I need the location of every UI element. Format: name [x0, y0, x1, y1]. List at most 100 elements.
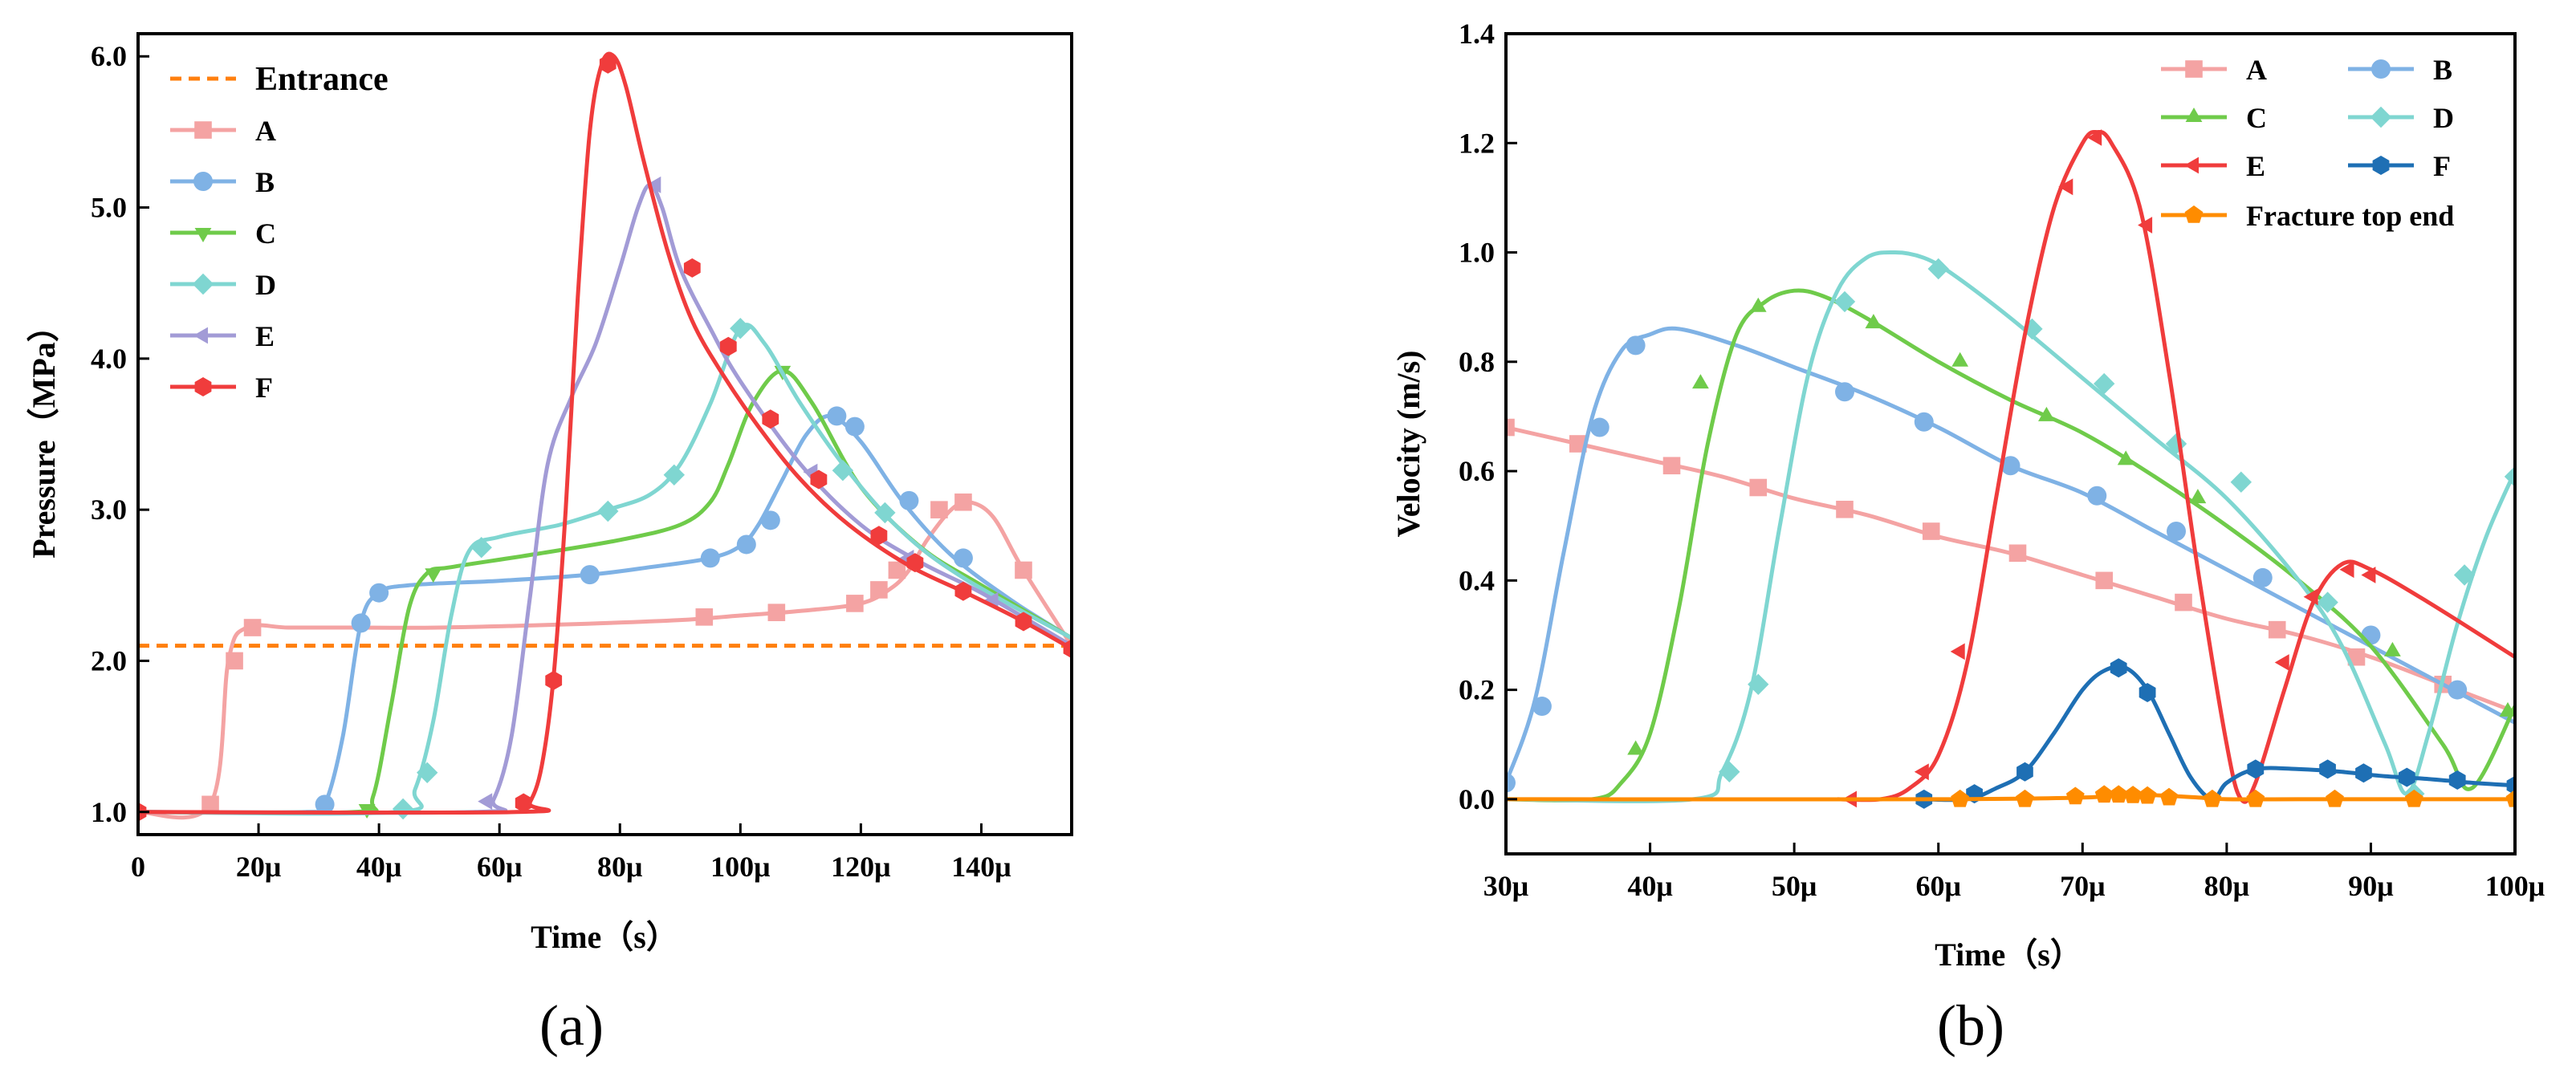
series-f-point	[1063, 639, 1072, 659]
series-f-point	[599, 54, 617, 74]
legend-b-label: B	[255, 166, 275, 198]
series-a-point	[2347, 648, 2366, 666]
series-f-point	[2110, 658, 2127, 678]
y-tick-label: 0.2	[1459, 674, 1495, 706]
series-a-point	[954, 493, 972, 511]
series-d-point	[2094, 372, 2115, 395]
series-d-point	[2165, 433, 2187, 455]
series-b-point	[700, 548, 720, 568]
series-c-point	[1865, 314, 1882, 329]
legend-f-marker	[194, 377, 212, 396]
series-a-point	[870, 581, 888, 599]
series-c-line	[1506, 288, 2515, 803]
series-f-point	[683, 258, 701, 278]
series-b-point	[2000, 456, 2021, 476]
legend-c-marker	[194, 228, 212, 242]
series-fracture-top-end-point	[1951, 789, 1970, 807]
series-e-point	[478, 793, 493, 810]
legend-e-marker	[2184, 156, 2199, 174]
series-c-point	[1627, 740, 1644, 755]
series-f-point	[870, 526, 888, 546]
y-tick-label: 3.0	[91, 494, 127, 526]
legend-d-label: D	[2433, 102, 2454, 134]
x-tick-label: 80μ	[2204, 870, 2249, 902]
x-tick-label: 120μ	[831, 851, 890, 883]
series-f-point	[2398, 767, 2415, 787]
series-d-point	[1927, 258, 1949, 280]
series-fracture-top-end-point	[2094, 785, 2114, 803]
series-a-point	[846, 595, 864, 612]
series-f-line	[138, 51, 1072, 815]
series-e-point	[1914, 763, 1929, 781]
panel-b-legend: A B C D E F Fracture top end	[2161, 54, 2454, 232]
series-c-point	[2384, 641, 2401, 656]
series-fracture-top-end-point	[2065, 786, 2085, 805]
plot-area	[1506, 129, 2515, 809]
x-tick-label: 40μ	[356, 851, 401, 883]
legend-fracture-top-end-marker	[2184, 205, 2204, 223]
y-tick-label: 4.0	[91, 343, 127, 375]
legend-f-marker	[2372, 156, 2390, 175]
series-b-point	[2252, 567, 2273, 587]
series-b-point	[899, 490, 919, 510]
series-c-point	[1951, 352, 1968, 367]
series-b-point	[1506, 773, 1516, 793]
x-tick-label: 50μ	[1772, 870, 1817, 902]
legend-d-marker	[192, 273, 214, 295]
series-c-point	[2499, 701, 2515, 717]
x-tick-label: 60μ	[477, 851, 522, 883]
series-d-point	[1719, 761, 1740, 782]
legend-f-label: F	[255, 372, 273, 404]
series-f-point	[545, 670, 563, 690]
x-tick-label: 140μ	[951, 851, 1011, 883]
series-a-point	[2268, 620, 2286, 639]
panel-b-y-axis-label: Velocity (m/s)	[1390, 351, 1426, 538]
series-a-point	[1922, 522, 1940, 540]
panel-a-plot-frame	[136, 32, 1073, 836]
series-e-point	[2303, 588, 2318, 606]
series-fracture-top-end-point	[2246, 789, 2265, 807]
series-a-point	[1015, 561, 1032, 579]
series-a-point	[1749, 478, 1768, 497]
x-tick-label: 100μ	[710, 851, 770, 883]
series-f-point	[2016, 762, 2033, 782]
series-c-point	[2117, 450, 2134, 465]
series-d-point	[1748, 673, 1769, 695]
series-d-point	[2504, 465, 2515, 488]
series-c-point	[2189, 489, 2207, 504]
x-tick-label: 100μ	[2485, 870, 2545, 902]
series-c-point	[1692, 374, 1709, 389]
series-e-point	[2138, 217, 2153, 234]
series-f-point	[762, 409, 779, 429]
series-d-point	[470, 537, 492, 559]
series-a-point	[1506, 418, 1515, 437]
series-b-point	[827, 406, 847, 426]
x-tick-label: 80μ	[597, 851, 642, 883]
y-tick-label: 0.4	[1459, 564, 1495, 596]
series-b-point	[844, 417, 865, 437]
y-tick-label: 0.6	[1459, 455, 1495, 487]
panel-a-pressure-chart: 0 20μ 40μ 60μ 80μ 100μ 120μ 140μ 1.0 2.0 3.0 4.0 5.0…	[26, 32, 1073, 1058]
legend-e-label: E	[2246, 150, 2265, 182]
legend-c-label: C	[255, 217, 276, 250]
legend-f-label: F	[2433, 150, 2451, 182]
series-b-point	[2361, 625, 2381, 645]
series-f-line	[1923, 664, 2515, 803]
legend-d-marker	[2370, 106, 2392, 128]
x-tick-label: 20μ	[236, 851, 281, 883]
panel-b-ticks-layer: 30μ 40μ 50μ 60μ 70μ 80μ 90μ 100μ 0.0 0.2 0.4 0.6 0.8…	[1459, 18, 2545, 902]
series-d-point	[597, 500, 619, 522]
series-d-point	[730, 318, 751, 339]
series-fracture-top-end-point	[2203, 789, 2222, 807]
legend-b-marker	[2371, 59, 2391, 79]
panel-b-caption: (b)	[1937, 994, 2004, 1058]
series-d-point	[2317, 591, 2338, 613]
series-a-line	[138, 499, 1072, 820]
series-d-point	[2230, 471, 2252, 493]
legend-a-marker	[194, 121, 212, 139]
series-d-point	[2453, 564, 2476, 586]
series-c-point	[1749, 297, 1767, 312]
series-b-point	[1626, 335, 1646, 356]
series-b-point	[1834, 382, 1854, 402]
series-fracture-top-end-point	[2109, 785, 2128, 803]
